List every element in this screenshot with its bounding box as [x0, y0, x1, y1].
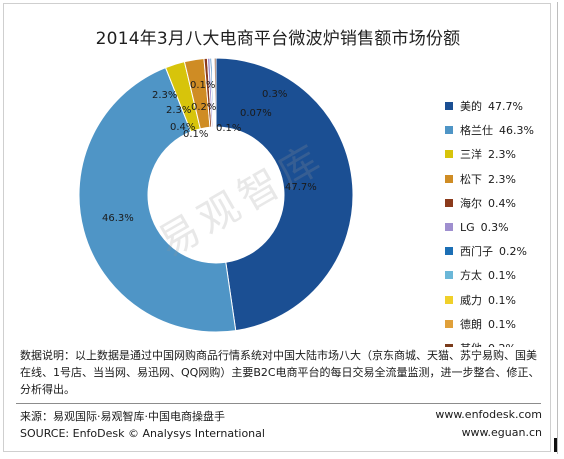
footer-divider	[16, 403, 541, 404]
slice-label: 2.3%	[152, 90, 177, 101]
slice-label: 47.7%	[285, 182, 317, 193]
legend-swatch	[445, 295, 453, 304]
legend-item: LG 0.3%	[445, 221, 509, 235]
slice-label: 0.1%	[183, 129, 208, 140]
footer-urls: www.enfodesk.com www.eguan.cn	[408, 406, 542, 442]
legend-value: 0.1%	[488, 317, 516, 331]
slice-其他	[213, 57, 217, 128]
legend-item: 德朗 0.1%	[445, 318, 516, 332]
legend-swatch	[445, 223, 453, 231]
slice-label: 0.4%	[170, 122, 195, 133]
legend-value: 0.2%	[499, 245, 527, 259]
slice-label: 0.07%	[240, 108, 272, 119]
legend-value: 2.3%	[488, 172, 516, 186]
legend-label: LG	[460, 221, 475, 234]
legend-value: 2.3%	[488, 148, 516, 162]
slice-label: 2.3%	[166, 105, 191, 116]
data-note: 数据说明：以上数据是通过中国网购商品行情系统对中国大陆市场八大（京东商城、天猫、…	[20, 347, 540, 398]
legend-label: 格兰仕	[460, 124, 493, 138]
legend-label: 三洋	[460, 148, 482, 162]
chart-frame	[3, 3, 551, 452]
chart-title: 2014年3月八大电商平台微波炉销售额市场份额	[95, 29, 461, 49]
legend-value: 0.1%	[488, 293, 516, 307]
legend-item: 方太 0.1%	[445, 269, 516, 283]
slice-label: 0.1%	[216, 123, 241, 134]
legend-label: 美的	[460, 100, 482, 113]
legend-label: 海尔	[460, 196, 482, 210]
legend-item: 松下 2.3%	[445, 173, 516, 187]
legend-swatch	[445, 126, 453, 135]
page-edge-line	[557, 2, 558, 454]
legend-value: 0.4%	[488, 196, 516, 210]
footer-source: 来源：易观国际·易观智库·中国电商操盘手 SOURCE: EnfoDesk © …	[20, 408, 265, 442]
slice-label: 0.3%	[262, 89, 287, 100]
slice-label: 46.3%	[102, 213, 134, 224]
legend-label: 方太	[460, 269, 482, 283]
legend-swatch	[445, 102, 453, 110]
legend-item: 美的 47.7%	[445, 100, 523, 114]
legend-swatch	[445, 150, 453, 159]
source-cn: 来源：易观国际·易观智库·中国电商操盘手	[20, 410, 225, 423]
slice-label: 0.1%	[190, 80, 215, 91]
legend-label: 西门子	[460, 245, 493, 259]
legend-item: 威力 0.1%	[445, 294, 516, 308]
legend-swatch	[445, 247, 453, 256]
legend-item: 格兰仕 46.3%	[445, 124, 534, 138]
legend-swatch	[445, 271, 453, 280]
legend-swatch	[445, 198, 453, 207]
legend-label: 威力	[460, 293, 482, 307]
legend-value: 0.3%	[480, 221, 509, 234]
legend-item: 西门子 0.2%	[445, 245, 527, 259]
slice-美的	[215, 57, 354, 332]
slice-label: 0.2%	[191, 102, 216, 113]
legend-swatch	[445, 319, 453, 328]
url-eguan[interactable]: www.eguan.cn	[461, 426, 542, 439]
legend-item: 三洋 2.3%	[445, 148, 516, 162]
legend-item: 海尔 0.4%	[445, 197, 516, 211]
legend-value: 47.7%	[488, 100, 523, 113]
legend-label: 松下	[460, 172, 482, 186]
slice-格兰仕	[78, 66, 237, 333]
edge-mark	[554, 438, 557, 452]
legend-swatch	[445, 174, 453, 183]
url-enfodesk[interactable]: www.enfodesk.com	[435, 408, 542, 421]
legend-value: 0.1%	[488, 269, 516, 283]
source-en: SOURCE: EnfoDesk © Analysys Internationa…	[20, 427, 265, 440]
legend-value: 46.3%	[499, 124, 534, 138]
legend-label: 德朗	[460, 317, 482, 331]
